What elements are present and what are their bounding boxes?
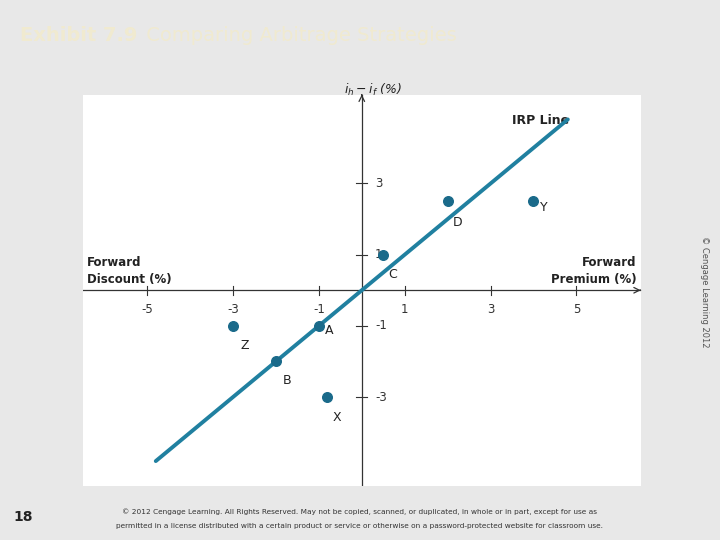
- Text: 3: 3: [375, 177, 382, 190]
- Text: Z: Z: [240, 339, 249, 353]
- Text: A: A: [325, 324, 334, 337]
- Point: [270, 357, 282, 366]
- Text: Forward
Premium (%): Forward Premium (%): [551, 255, 636, 286]
- Point: [313, 321, 325, 330]
- Text: -3: -3: [375, 390, 387, 403]
- Text: -1: -1: [313, 303, 325, 316]
- Text: C: C: [388, 268, 397, 281]
- Text: © 2012 Cengage Learning. All Rights Reserved. May not be copied, scanned, or dup: © 2012 Cengage Learning. All Rights Rese…: [122, 509, 598, 515]
- Text: IRP Line: IRP Line: [512, 113, 569, 126]
- Text: 1: 1: [401, 303, 408, 316]
- Text: 18: 18: [13, 510, 32, 524]
- Point: [228, 321, 239, 330]
- Text: © Cengage Learning 2012: © Cengage Learning 2012: [700, 236, 708, 347]
- Text: 5: 5: [572, 303, 580, 316]
- Text: -1: -1: [375, 319, 387, 332]
- Text: -3: -3: [227, 303, 239, 316]
- Text: $i_h - i_f$ (%): $i_h - i_f$ (%): [343, 82, 402, 98]
- Point: [377, 251, 389, 259]
- Text: Y: Y: [540, 201, 547, 214]
- Point: [528, 197, 539, 206]
- Text: Exhibit 7.9: Exhibit 7.9: [20, 25, 138, 45]
- Text: Forward
Discount (%): Forward Discount (%): [87, 255, 171, 286]
- Point: [442, 197, 454, 206]
- Text: B: B: [282, 374, 291, 387]
- Text: X: X: [333, 411, 341, 424]
- Text: D: D: [453, 216, 462, 229]
- Text: Comparing Arbitrage Strategies: Comparing Arbitrage Strategies: [140, 25, 457, 45]
- Text: -5: -5: [141, 303, 153, 316]
- Text: 1: 1: [375, 248, 382, 261]
- Text: permitted in a license distributed with a certain product or service or otherwis: permitted in a license distributed with …: [117, 523, 603, 529]
- Point: [322, 393, 333, 401]
- Text: 3: 3: [487, 303, 494, 316]
